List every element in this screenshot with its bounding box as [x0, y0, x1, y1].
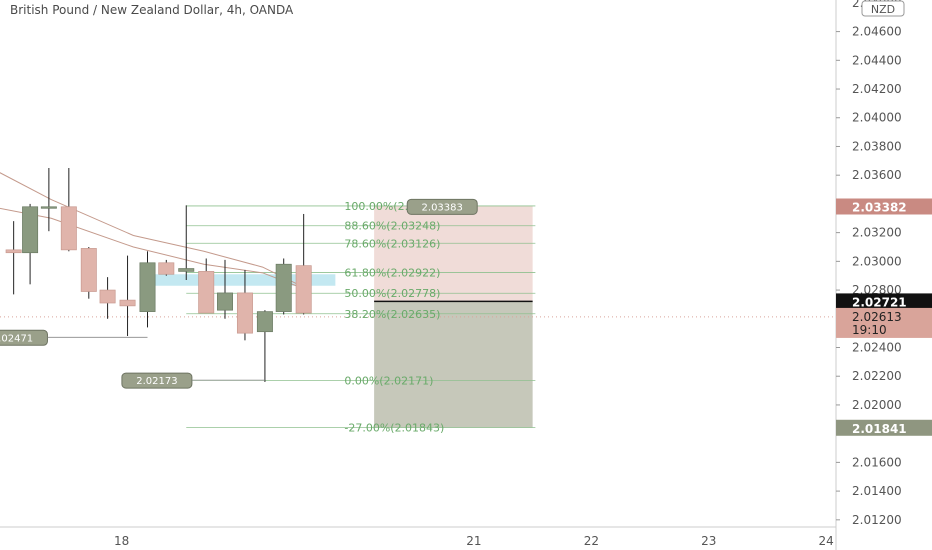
fib-label: 61.80%(2.02922) [344, 267, 440, 280]
fib-label: 88.60%(2.03248) [344, 220, 440, 233]
fib-label: 0.00%(2.02171) [344, 374, 433, 387]
candle-body [275, 263, 292, 312]
x-tick-label: 23 [701, 534, 716, 548]
price-label [836, 419, 932, 436]
candle-body [198, 271, 215, 314]
candle-body [22, 206, 39, 254]
price-callout-text: 2.03383 [422, 202, 463, 213]
candle-body [60, 206, 77, 251]
price-label-text: 2.01841 [852, 422, 907, 436]
stop-loss-zone [374, 205, 533, 302]
x-tick-label: 22 [584, 534, 599, 548]
moving-average-line [0, 172, 304, 288]
price-label [836, 293, 932, 310]
fib-label: 50.00%(2.02778) [344, 287, 440, 300]
candle-body [178, 268, 195, 272]
x-tick-label: 21 [466, 534, 481, 548]
take-profit-zone [374, 301, 533, 428]
x-tick-label: 24 [819, 534, 834, 548]
fib-label: 78.60%(2.03126) [344, 237, 440, 250]
candle-body [40, 206, 57, 209]
y-tick-label: 2.01200 [852, 513, 902, 527]
price-label [836, 198, 932, 215]
y-tick-label: 2.04200 [852, 82, 902, 96]
price-callout [121, 372, 193, 389]
y-tick-label: 2.03600 [852, 168, 902, 182]
current-price-label [836, 307, 932, 338]
price-label-text: 2.02721 [852, 295, 907, 309]
price-callout [0, 329, 48, 346]
fib-label: 38.20%(2.02635) [344, 308, 440, 321]
price-callout-text: 2.02471 [0, 333, 33, 344]
candle-body [99, 289, 116, 304]
y-tick-label: 2.02000 [852, 398, 902, 412]
y-tick-label: 2.04600 [852, 25, 902, 39]
y-tick-label: 2.03200 [852, 226, 902, 240]
y-tick-label: 2.01600 [852, 455, 902, 469]
moving-average-line [0, 207, 304, 290]
candle-body [295, 265, 312, 314]
candle-body [119, 299, 136, 307]
countdown-text: 19:10 [852, 323, 887, 337]
candle-body [217, 292, 233, 311]
y-tick-label: 2.04400 [852, 53, 902, 67]
y-tick-label: 2.02400 [852, 341, 902, 355]
entry-zone [147, 274, 336, 286]
price-callout-text: 2.02173 [136, 376, 177, 387]
candle-body [256, 311, 273, 333]
fib-label: -27.00%(2.01843) [344, 421, 444, 434]
y-tick-label: 2.01400 [852, 484, 902, 498]
candle-body [236, 292, 253, 334]
candle-body [5, 249, 22, 254]
chart-title: British Pound / New Zealand Dollar, 4h, … [10, 3, 294, 17]
y-tick-label: 2.02200 [852, 369, 902, 383]
currency-badge-text: NZD [871, 3, 895, 16]
price-label-text: 2.03382 [852, 200, 907, 214]
currency-badge [861, 0, 905, 17]
candle-body [158, 262, 175, 275]
candle-body [80, 248, 97, 292]
y-tick-label: 2.03800 [852, 139, 902, 153]
price-callout [406, 198, 478, 215]
current-price-text: 2.02613 [852, 310, 902, 324]
y-tick-label: 2.04000 [852, 111, 902, 125]
candle-body [139, 262, 156, 312]
y-tick-label: 2.03000 [852, 254, 902, 268]
x-tick-label: 18 [114, 534, 129, 548]
